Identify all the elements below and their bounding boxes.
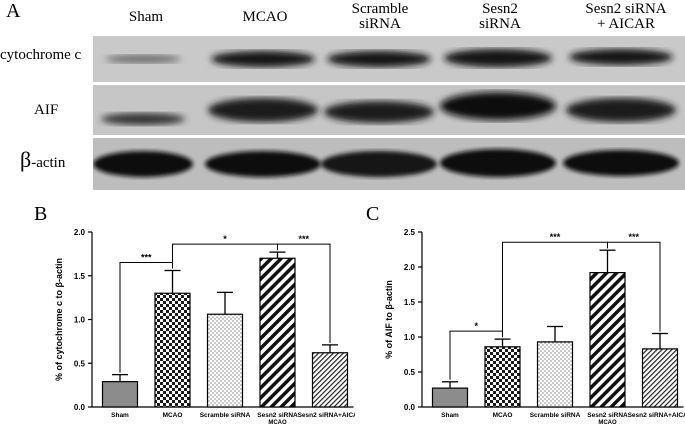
category-label: MCAO bbox=[493, 412, 513, 419]
significance-label: *** bbox=[298, 234, 309, 244]
blot-row-label-aif: AIF bbox=[34, 102, 59, 118]
chart-aif: 0.0 0.5 1.0 1.5 2.0 2.5 % of AIF to β-actin Sha… bbox=[384, 228, 685, 425]
significance-bracket bbox=[277, 243, 331, 343]
bar bbox=[536, 341, 574, 408]
category-label: Sham bbox=[111, 412, 129, 419]
lane-label-sesn2-sirna-aicar: Sesn2 siRNA + AICAR bbox=[585, 1, 667, 32]
blot-row-label-beta-actin: β-actin bbox=[20, 147, 66, 172]
y-tick-label: 1.0 bbox=[74, 316, 86, 325]
y-tick-label: 2.0 bbox=[404, 263, 416, 272]
chart-cytochrome-c: 0.0 0.5 1.0 1.5 2.0 % of cytochrome c to β-ac… bbox=[54, 228, 355, 425]
y-axis-label: % of cytochrome c to β-actin bbox=[54, 258, 64, 381]
bar bbox=[259, 257, 296, 408]
bar bbox=[206, 313, 244, 408]
significance-label: *** bbox=[550, 232, 561, 242]
significance-bracket bbox=[607, 241, 661, 332]
y-tick-label: 1.5 bbox=[404, 298, 416, 307]
y-tick-label: 1.5 bbox=[74, 272, 86, 281]
bar bbox=[154, 292, 191, 408]
y-tick-label: 1.0 bbox=[404, 333, 416, 342]
y-tick-label: 2.5 bbox=[404, 228, 416, 237]
significance-label: * bbox=[474, 321, 478, 331]
category-label: Sesn2 siRNA+AICAR bbox=[298, 412, 355, 419]
y-axis-label: % of AIF to β-actin bbox=[384, 280, 394, 359]
lane-label-scramble-sirna: Scramble siRNA bbox=[351, 1, 409, 32]
panel-c-label: C bbox=[366, 203, 380, 225]
category-label: Sesn2 siRNA bbox=[257, 412, 298, 419]
category-label: MCAO bbox=[163, 412, 183, 419]
y-tick-label: 0.0 bbox=[404, 403, 416, 412]
lane-label-sesn2-sirna: Sesn2 siRNA bbox=[479, 1, 521, 32]
western-blot-image bbox=[93, 36, 685, 190]
bar bbox=[484, 346, 521, 408]
category-label: Sesn2 siRNA+AICAR bbox=[628, 412, 685, 419]
y-tick-label: 2.0 bbox=[74, 228, 86, 237]
category-label: Scramble siRNA bbox=[200, 412, 251, 419]
panel-a-label: A bbox=[6, 0, 21, 22]
category-label: Scramble siRNA bbox=[530, 412, 581, 419]
significance-label: * bbox=[223, 234, 227, 244]
bar bbox=[311, 352, 349, 408]
y-tick-label: 0.5 bbox=[404, 368, 416, 377]
lane-label-sham: Sham bbox=[128, 9, 164, 25]
y-tick-label: 0.0 bbox=[74, 403, 86, 412]
y-tick-label: 0.5 bbox=[74, 359, 86, 368]
bar bbox=[431, 387, 469, 408]
significance-label: *** bbox=[628, 232, 639, 242]
category-sublabel: MCAO bbox=[598, 420, 617, 425]
lane-label-mcao: MCAO bbox=[242, 9, 288, 25]
category-label: Sesn2 siRNA bbox=[587, 412, 628, 419]
panel-b-label: B bbox=[34, 203, 48, 225]
category-label: Sham bbox=[441, 412, 459, 419]
significance-label: *** bbox=[141, 253, 152, 263]
blot-row-label-cytochrome-c: cytochrome c bbox=[0, 47, 82, 63]
category-sublabel: MCAO bbox=[268, 420, 287, 425]
bar bbox=[641, 348, 679, 408]
bar bbox=[101, 381, 139, 408]
bar bbox=[589, 271, 626, 408]
